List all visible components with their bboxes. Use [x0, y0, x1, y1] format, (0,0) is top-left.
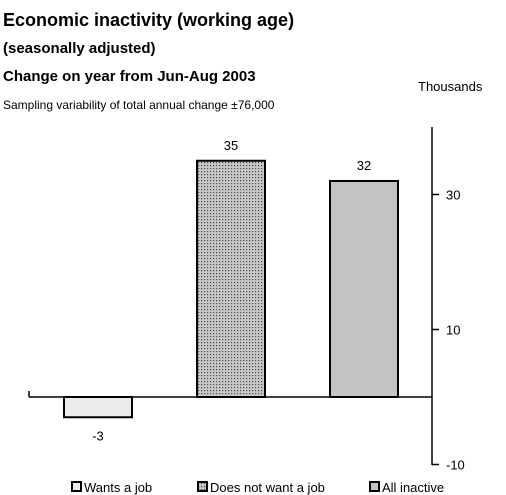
chart-period: Change on year from Jun-Aug 2003	[3, 68, 256, 85]
bar-1	[196, 159, 266, 398]
legend-label-2: All inactive	[382, 480, 444, 495]
legend-label-1: Does not want a job	[210, 480, 325, 495]
data-label-2: 32	[357, 158, 371, 173]
data-label-0: -3	[92, 428, 104, 443]
y-tick-label-2: 30	[446, 188, 460, 203]
data-label-1: 35	[224, 138, 238, 153]
sampling-variability-note: Sampling variability of total annual cha…	[3, 98, 275, 112]
y-tick-label-0: -10	[446, 458, 465, 473]
legend-swatch-0	[71, 481, 82, 492]
legend-swatch-2	[369, 481, 380, 492]
legend-label-0: Wants a job	[84, 480, 152, 495]
chart-title: Economic inactivity (working age)	[3, 10, 295, 30]
chart-subtitle: (seasonally adjusted)	[3, 40, 156, 57]
bar-0	[63, 396, 133, 419]
legend-swatch-1	[197, 481, 208, 492]
units-label: Thousands	[418, 79, 483, 94]
y-tick-label-1: 10	[446, 323, 460, 338]
bar-2	[329, 180, 399, 398]
